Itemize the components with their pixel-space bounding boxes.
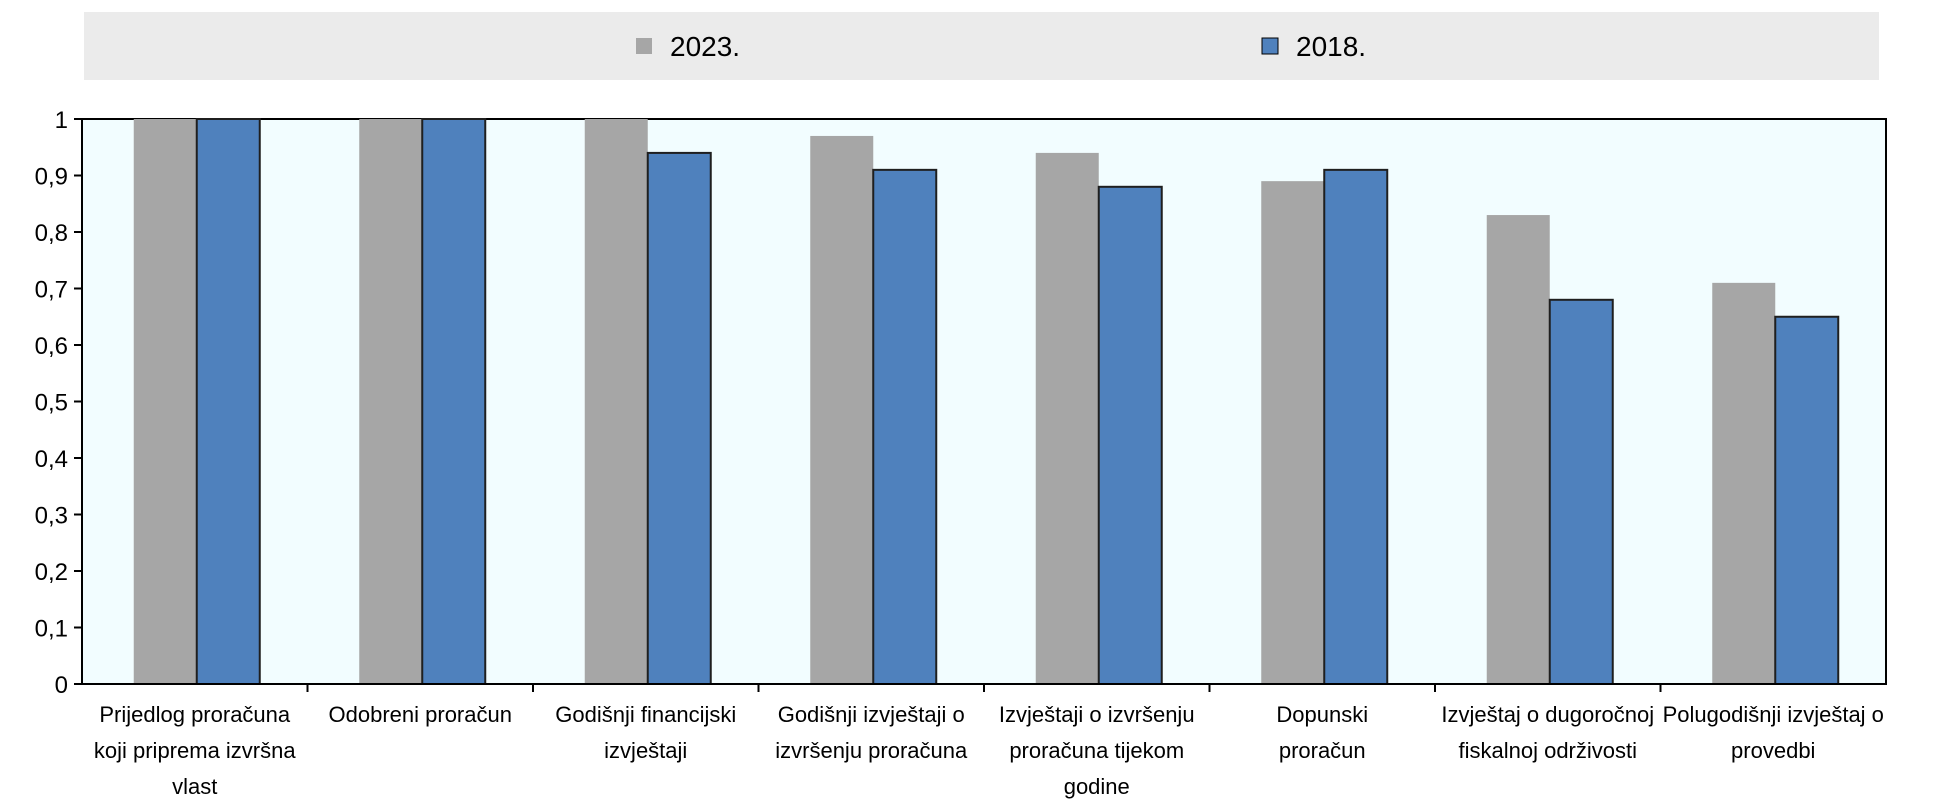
legend-item-2023: 2023. — [636, 31, 740, 62]
x-category-label-line: Izvještaj o dugoročnoj — [1441, 702, 1654, 727]
y-tick-label: 1 — [55, 107, 68, 134]
x-category-label-line: Prijedlog proračuna — [99, 702, 291, 727]
bar-2018-1 — [421, 118, 487, 685]
y-tick-label: 0,2 — [35, 559, 68, 586]
y-tick-label: 0,3 — [35, 503, 68, 530]
y-tick-label: 0,9 — [35, 164, 68, 191]
x-category-label-line: Godišnji izvještaji o — [778, 702, 965, 727]
bar-2018-4 — [1097, 185, 1163, 686]
bar-2018-3 — [872, 168, 938, 686]
bar-2023-1 — [359, 119, 423, 684]
x-category-label: Izvještaj o dugoročnoj fiskalnoj održivos… — [1441, 702, 1654, 763]
x-category-label-line: izvršenju proračuna — [775, 738, 968, 763]
y-tick-label: 0,7 — [35, 277, 68, 304]
y-tick-label: 0,1 — [35, 616, 68, 643]
legend-item-2018: 2018. — [1261, 31, 1366, 62]
bar-2018-7 — [1774, 315, 1840, 685]
x-category-label: Dopunski proračun — [1276, 702, 1368, 763]
x-category-label-line: koji priprema izvršna — [94, 738, 296, 763]
x-category-label: Prijedlog proračuna koji priprema izvršna… — [94, 702, 296, 799]
legend-label: 2023. — [670, 31, 740, 62]
bar-2018-2 — [646, 151, 712, 685]
y-tick-label: 0,8 — [35, 220, 68, 247]
y-tick-label: 0,5 — [35, 390, 68, 417]
x-category-label-line: izvještaji — [604, 738, 687, 763]
x-category-label: Izvještaji o izvršenju proračuna tijekom g… — [999, 702, 1195, 799]
x-category-label-line: Dopunski — [1276, 702, 1368, 727]
x-category-label: Godišnji izvještaji o izvršenju proračuna — [775, 702, 968, 763]
legend-background — [84, 12, 1879, 80]
bar-2023-2 — [584, 119, 648, 684]
x-category-label-line: Polugodišnji izvještaj o — [1663, 702, 1884, 727]
legend-label: 2018. — [1296, 31, 1366, 62]
y-tick-label: 0,4 — [35, 446, 68, 473]
x-category-label-line: provedbi — [1731, 738, 1815, 763]
bar-2023-3 — [810, 135, 874, 684]
legend: 2023. 2018. — [84, 12, 1879, 80]
bar-2018-0 — [195, 118, 261, 685]
bar-2018-6 — [1548, 298, 1614, 685]
bar-2023-4 — [1035, 152, 1099, 684]
x-category-label-line: vlast — [172, 774, 217, 799]
x-category-label-line: proračuna tijekom — [1009, 738, 1184, 763]
x-category-label-line: Izvještaji o izvršenju — [999, 702, 1195, 727]
x-category-label: Odobreni proračun — [329, 702, 512, 727]
legend-swatch — [636, 38, 652, 54]
legend-swatch — [1261, 37, 1279, 55]
y-tick-label: 0 — [55, 672, 68, 699]
y-tick-label: 0,6 — [35, 333, 68, 360]
bar-2023-6 — [1486, 215, 1550, 685]
x-category-label-line: godine — [1064, 774, 1130, 799]
x-category-label-line: Odobreni proračun — [329, 702, 512, 727]
plot-background — [81, 118, 1887, 685]
bar-2023-7 — [1712, 282, 1776, 684]
x-category-label-line: proračun — [1279, 738, 1366, 763]
x-category-label: Polugodišnji izvještaj o provedbi — [1663, 702, 1884, 763]
bar-2023-5 — [1261, 181, 1325, 684]
plot-area: 0 0,1 0,2 0,3 0,4 0,5 0,6 0,7 0,8 0,9 1 Prijedlog p… — [35, 107, 1887, 799]
x-category-label: Godišnji financijski izvještaji — [555, 702, 736, 763]
x-category-label-line: fiskalnoj održivosti — [1458, 738, 1637, 763]
bar-2018-5 — [1323, 168, 1389, 686]
x-category-label-line: Godišnji financijski — [555, 702, 736, 727]
bar-2023-0 — [133, 119, 197, 684]
